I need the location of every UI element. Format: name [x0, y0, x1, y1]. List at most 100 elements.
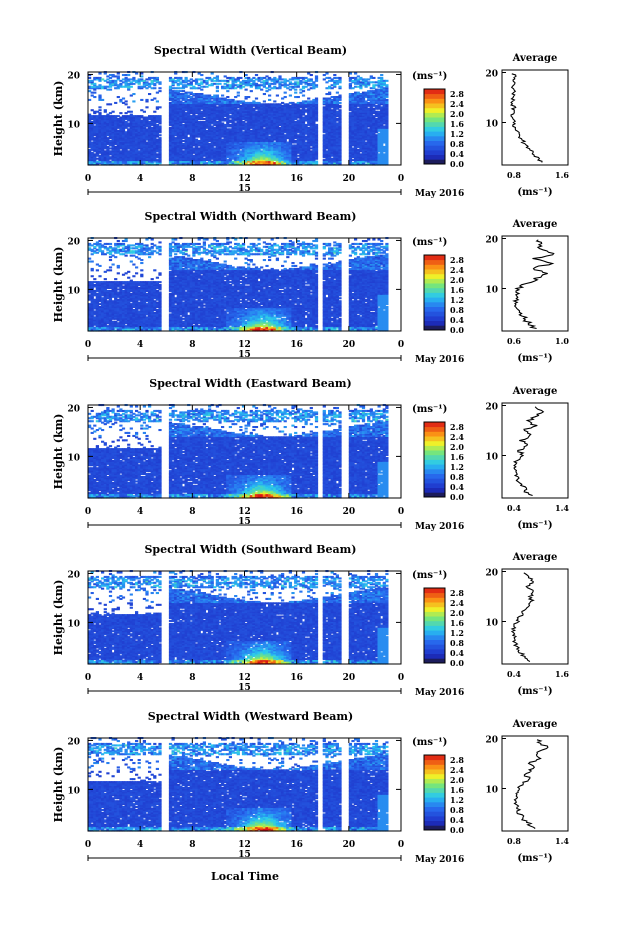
heatmap-cell — [117, 73, 120, 75]
heatmap-cell — [112, 111, 115, 113]
heatmap-cell — [158, 137, 161, 139]
heatmap-cell — [328, 92, 331, 94]
heatmap-cell — [310, 74, 313, 76]
heatmap-cell — [250, 90, 253, 92]
heatmap-cell — [218, 83, 221, 85]
heatmap-cell — [239, 77, 242, 79]
heatmap-cell — [284, 92, 287, 94]
heatmap-cell — [130, 111, 133, 113]
heatmap-cell — [226, 90, 229, 92]
heatmap-cell — [153, 111, 156, 113]
heatmap-cell — [132, 93, 135, 95]
figure: Spectral Width (Vertical Beam) 20 10 Height… — [0, 0, 623, 929]
heatmap-cell — [200, 74, 203, 76]
heatmap-cell — [260, 89, 263, 91]
heatmap-cell — [273, 100, 276, 102]
heatmap-cell — [325, 73, 328, 75]
heatmap-cell — [158, 87, 161, 89]
heatmap-cell — [338, 105, 341, 107]
heatmap-cell — [297, 96, 300, 98]
heatmap-cell — [247, 96, 250, 98]
heatmap-cell — [109, 89, 112, 91]
heatmap-cell — [158, 81, 161, 83]
heatmap-cell — [132, 77, 135, 79]
heatmap-cell — [263, 93, 266, 95]
heatmap-cell — [93, 83, 96, 85]
heatmap-cell — [211, 73, 214, 75]
heatmap-cell — [255, 74, 258, 76]
heatmap-cell — [237, 92, 240, 94]
heatmap-cell — [354, 73, 357, 75]
heatmap-cell — [98, 112, 101, 114]
heatmap-cell — [127, 106, 130, 108]
heatmap-cell — [307, 98, 310, 100]
heatmap-cell — [158, 125, 161, 127]
heatmap-cell — [302, 90, 305, 92]
panel-0: Spectral Width (Vertical Beam)2010Height… — [52, 44, 569, 199]
heatmap-cell — [255, 98, 258, 100]
heatmap-cell — [93, 92, 96, 94]
heatmap-cell — [315, 124, 318, 126]
heatmap-cell — [127, 74, 130, 76]
heatmap-cell — [268, 95, 271, 97]
heatmap-cell — [148, 93, 151, 95]
heatmap-cell — [98, 106, 101, 108]
heatmap-cell — [156, 77, 159, 79]
heatmap-cell — [276, 95, 279, 97]
heatmap-cell — [226, 96, 229, 98]
heatmap-cell — [216, 86, 219, 88]
heatmap-cell — [338, 86, 341, 88]
heatmap-cell — [289, 95, 292, 97]
heatmap-cell — [185, 77, 188, 79]
heatmap-cell — [221, 95, 224, 97]
heatmap-cell — [216, 90, 219, 92]
heatmap-cell — [179, 77, 182, 79]
heatmap-cell — [130, 86, 133, 88]
heatmap-cell — [122, 98, 125, 100]
heatmap-cell — [125, 100, 128, 102]
heatmap-cell — [140, 99, 143, 101]
heatmap-cell — [158, 115, 161, 117]
heatmap-cell — [284, 96, 287, 98]
heatmap-cell — [93, 96, 96, 98]
heatmap-cell — [338, 77, 341, 79]
heatmap-cell — [153, 87, 156, 89]
heatmap-cell — [158, 90, 161, 92]
heatmap-cell — [117, 75, 120, 77]
heatmap-cell — [145, 99, 148, 101]
heatmap-cell — [117, 96, 120, 98]
heatmap-cell — [268, 99, 271, 101]
heatmap-cell — [98, 95, 101, 97]
heatmap-cell — [125, 103, 128, 105]
heatmap-cell — [143, 111, 146, 113]
heatmap-cell — [98, 109, 101, 111]
heatmap-cell — [153, 98, 156, 100]
heatmap-cell — [158, 134, 161, 136]
heatmap-cell — [338, 102, 341, 104]
heatmap-cell — [315, 84, 318, 86]
heatmap-cell — [333, 74, 336, 76]
heatmap-cell — [315, 98, 318, 100]
heatmap-cells — [88, 71, 389, 166]
heatmap-cell — [294, 92, 297, 94]
heatmap-cell — [135, 73, 138, 75]
heatmap-cell — [338, 109, 341, 111]
heatmap-cell — [140, 75, 143, 77]
heatmap-cell — [156, 100, 159, 102]
heatmap-cell — [101, 99, 104, 101]
heatmap-cell — [263, 100, 266, 102]
heatmap-cell — [98, 73, 101, 75]
heatmap-cell — [145, 106, 148, 108]
heatmap-cell — [336, 92, 339, 94]
heatmap-cell — [338, 95, 341, 97]
heatmap-cell — [310, 78, 313, 80]
heatmap-cell — [278, 75, 281, 77]
heatmap-cell — [216, 75, 219, 77]
heatmap-cell — [132, 100, 135, 102]
heatmap-cell — [302, 95, 305, 97]
panel-title: Spectral Width (Vertical Beam) — [154, 44, 347, 57]
figure-svg: Spectral Width (Vertical Beam)2010Height… — [0, 0, 623, 929]
heatmap-cell — [237, 95, 240, 97]
heatmap-cell — [315, 161, 318, 163]
heatmap-cell — [104, 109, 107, 111]
